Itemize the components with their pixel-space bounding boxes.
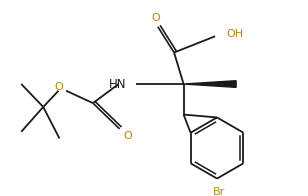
Polygon shape [184,81,236,87]
Text: O: O [54,82,63,92]
Text: OH: OH [227,29,244,39]
Text: HN: HN [109,78,126,91]
Text: O: O [123,131,132,141]
Text: Br: Br [213,187,225,196]
Text: O: O [152,13,160,23]
